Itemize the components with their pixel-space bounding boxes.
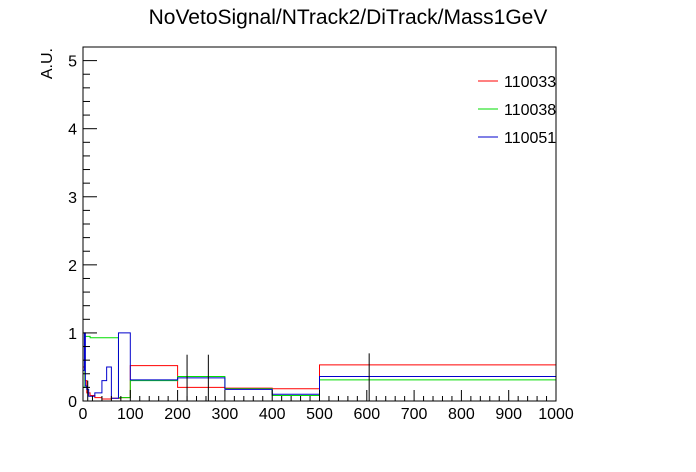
y-tick-label: 0 (68, 394, 77, 411)
x-tick-label: 400 (259, 406, 286, 423)
x-tick-label: 500 (306, 406, 333, 423)
x-tick-label: 100 (117, 406, 144, 423)
series-line-110051 (82, 332, 557, 401)
x-tick-label: 900 (495, 406, 522, 423)
x-tick-label: 800 (448, 406, 475, 423)
x-tick-label: 700 (401, 406, 428, 423)
legend-label: 110033 (504, 74, 556, 91)
y-axis-label: A.U. (39, 48, 56, 79)
x-tick-label: 1000 (538, 406, 574, 423)
y-tick-label: 4 (68, 122, 77, 139)
y-tick-label: 2 (68, 258, 77, 275)
y-tick-label: 5 (68, 54, 77, 71)
x-tick-label: 200 (164, 406, 191, 423)
plot-frame (82, 46, 557, 402)
x-tick-label: 600 (353, 406, 380, 423)
x-tick-label: 0 (79, 406, 88, 423)
legend-label: 110038 (504, 102, 556, 119)
legend: 110033 110038 110051 (478, 74, 556, 147)
y-tick-label: 1 (68, 326, 77, 343)
axes-layer: 0 100 200 300 400 500 600 700 800 900 1000 0 1 2 3 4 5 (68, 46, 574, 423)
error-bars-layer (87, 353, 370, 401)
legend-label: 110051 (504, 130, 556, 147)
y-tick-label: 3 (68, 190, 77, 207)
x-tick-label: 300 (212, 406, 239, 423)
chart-title: NoVetoSignal/NTrack2/DiTrack/Mass1GeV (149, 6, 548, 29)
series-layer (82, 332, 557, 401)
